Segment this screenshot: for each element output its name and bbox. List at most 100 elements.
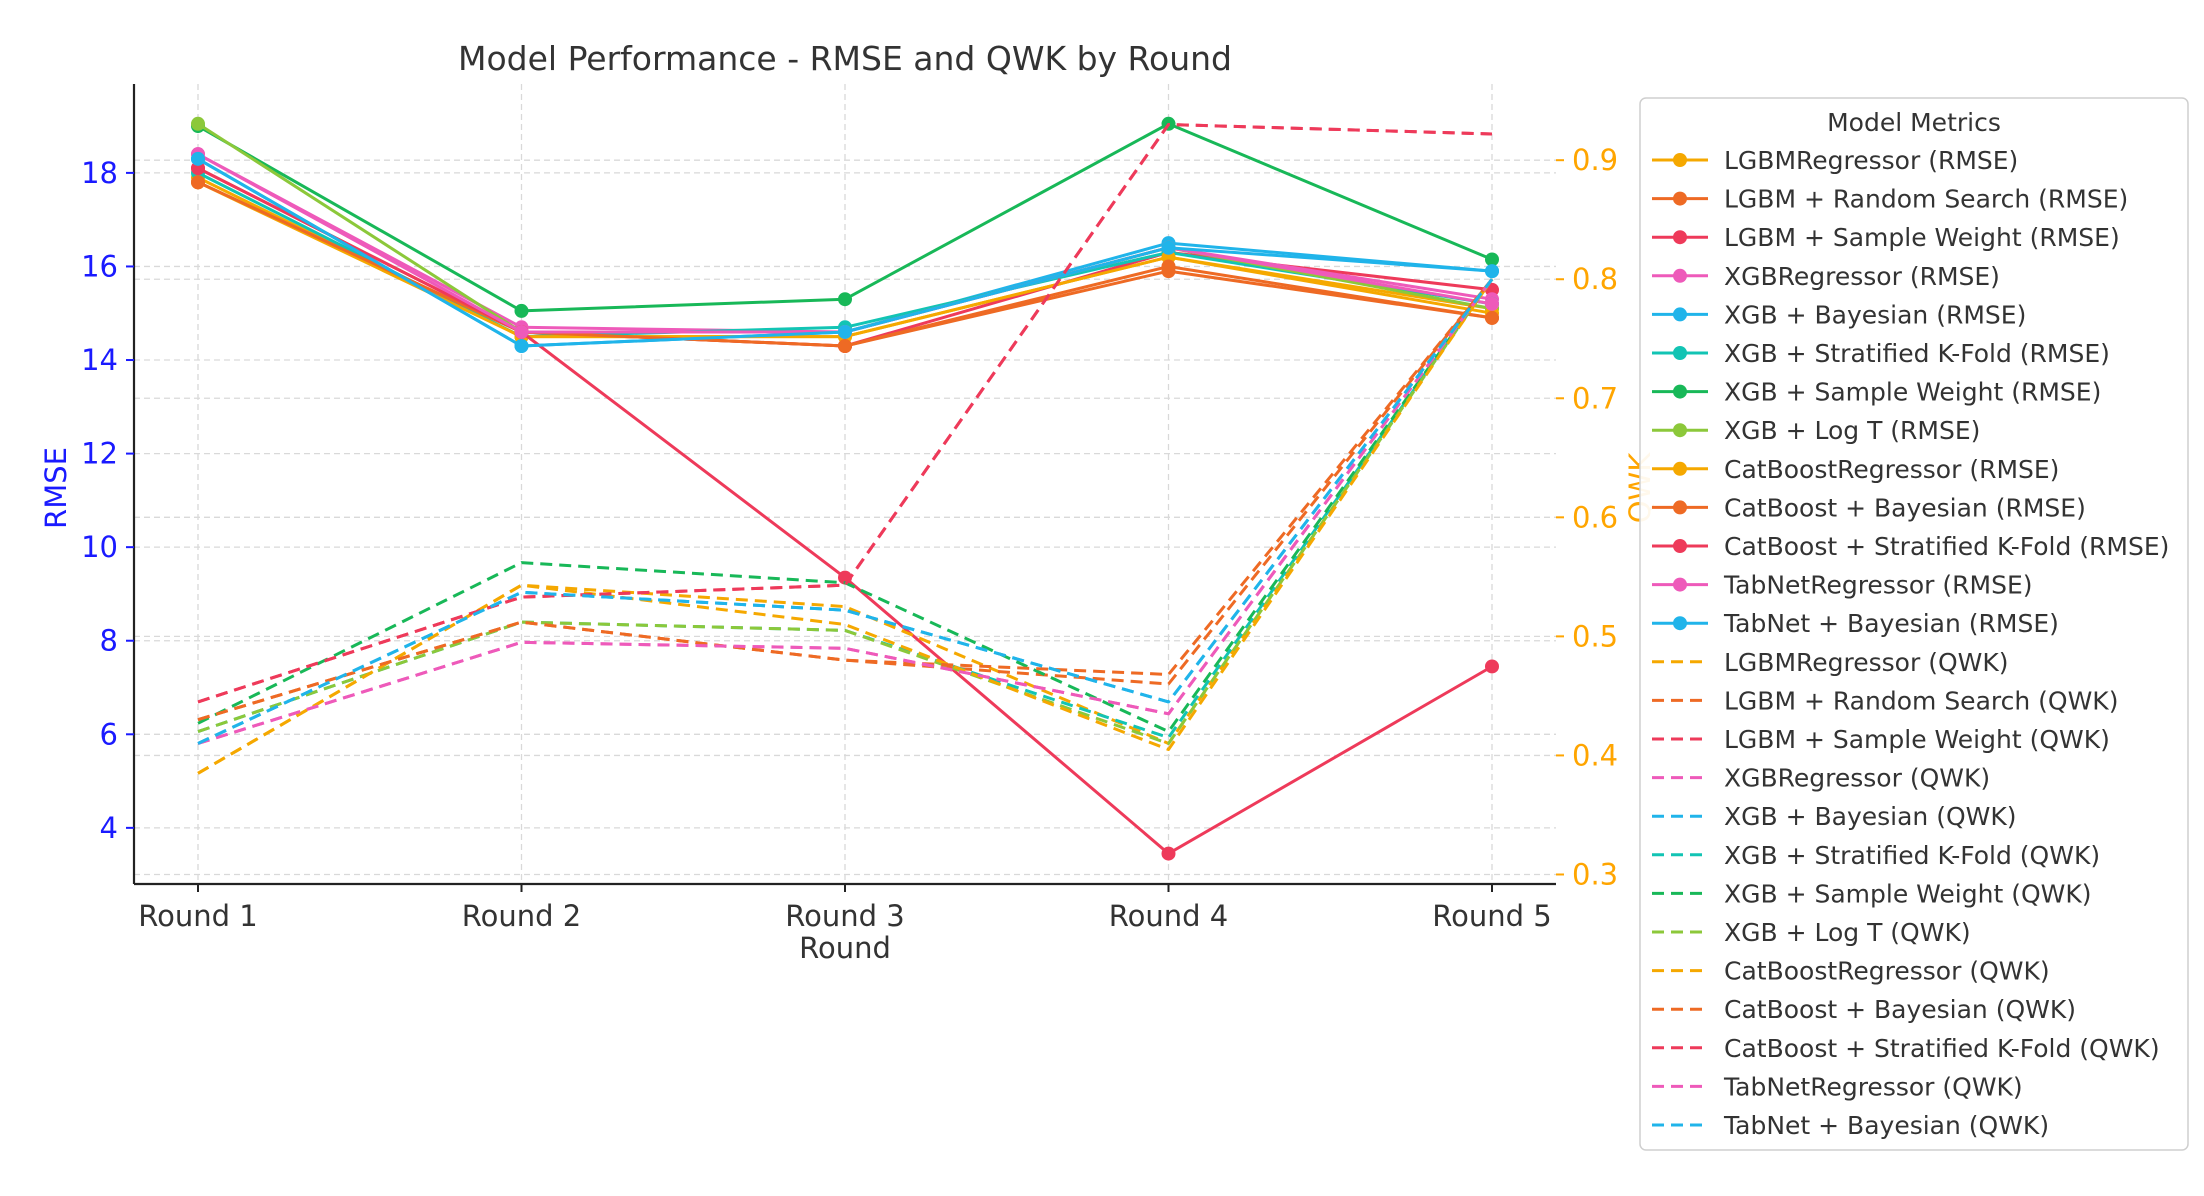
y-tick-label: 6 <box>100 717 118 751</box>
data-point <box>191 175 205 190</box>
series-line <box>197 278 1494 775</box>
data-point <box>1485 296 1499 311</box>
legend-label: XGB + Bayesian (QWK) <box>1724 802 2017 831</box>
legend-label: TabNet + Bayesian (RMSE) <box>1723 609 2059 638</box>
legend-entry: LGBM + Sample Weight (RMSE) <box>1652 223 2120 252</box>
data-point <box>1485 252 1499 267</box>
legend-marker <box>1673 423 1687 438</box>
legend-label: LGBM + Random Search (QWK) <box>1724 686 2118 715</box>
data-point <box>838 324 852 339</box>
legend-entry: XGB + Stratified K-Fold (RMSE) <box>1652 339 2110 368</box>
legend-entry: CatBoostRegressor (RMSE) <box>1652 455 2059 484</box>
grid <box>134 84 1556 884</box>
series-line <box>197 278 1494 745</box>
legend-label: LGBMRegressor (QWK) <box>1724 648 2009 677</box>
legend-entry: TabNetRegressor (QWK) <box>1652 1072 2023 1101</box>
legend-label: CatBoost + Bayesian (RMSE) <box>1724 493 2086 522</box>
series-line <box>197 278 1494 745</box>
legend-label: XGB + Stratified K-Fold (QWK) <box>1724 841 2100 870</box>
legend-entry: XGB + Log T (RMSE) <box>1652 416 1980 445</box>
legend-marker <box>1673 577 1687 592</box>
legend-entry: TabNet + Bayesian (QWK) <box>1652 1111 2049 1140</box>
y2-tick-label: 0.6 <box>1572 500 1618 534</box>
legend-entry: LGBM + Random Search (QWK) <box>1652 686 2118 715</box>
legend-marker <box>1673 384 1687 399</box>
axes: Round 1 Round 2 Round 3 Round 4 Round 5 4 6 8 10… <box>81 84 1618 933</box>
legend-entry: TabNetRegressor (RMSE) <box>1652 571 2033 600</box>
x-axis-label: Round <box>799 931 891 965</box>
legend-label: LGBM + Sample Weight (RMSE) <box>1724 223 2120 252</box>
x-tick-label: Round 1 <box>138 899 257 933</box>
legend-marker <box>1673 461 1687 476</box>
series-line <box>197 123 1493 704</box>
legend-label: XGB + Log T (RMSE) <box>1724 416 1980 445</box>
y2-tick-label: 0.8 <box>1572 262 1618 296</box>
legend-label: XGB + Sample Weight (QWK) <box>1724 879 2092 908</box>
legend-label: CatBoost + Stratified K-Fold (QWK) <box>1724 1034 2160 1063</box>
y-tick-label: 4 <box>100 811 118 845</box>
legend: Model Metrics LGBMRegressor (RMSE) LGBM +… <box>1639 97 2189 1151</box>
legend-label: XGB + Stratified K-Fold (RMSE) <box>1724 339 2110 368</box>
data-point <box>1485 264 1499 279</box>
y2-tick-label: 0.7 <box>1572 381 1618 415</box>
legend-marker <box>1673 616 1687 631</box>
data-point <box>1485 659 1499 674</box>
legend-entry: CatBoost + Stratified K-Fold (RMSE) <box>1652 532 2169 561</box>
data-point <box>1161 240 1176 255</box>
series-group <box>197 278 1494 775</box>
series-group <box>191 151 1499 353</box>
legend-entry: XGB + Sample Weight (QWK) <box>1652 879 2092 908</box>
legend-label: CatBoost + Bayesian (QWK) <box>1724 995 2076 1024</box>
legend-label: TabNetRegressor (RMSE) <box>1723 571 2033 600</box>
y-tick-label: 16 <box>81 249 118 283</box>
legend-marker <box>1673 153 1687 167</box>
legend-entry: TabNet + Bayesian (RMSE) <box>1652 609 2059 638</box>
legend-label: XGBRegressor (QWK) <box>1724 764 1990 793</box>
legend-marker <box>1673 268 1687 283</box>
series-group <box>197 278 1494 722</box>
legend-marker <box>1673 500 1687 515</box>
legend-entry: CatBoostRegressor (QWK) <box>1652 957 2050 986</box>
legend-label: LGBM + Sample Weight (QWK) <box>1724 725 2110 754</box>
data-point <box>838 338 852 353</box>
series-group <box>197 278 1494 745</box>
legend-title: Model Metrics <box>1827 108 2001 137</box>
x-tick-label: Round 2 <box>462 899 581 933</box>
legend-entry: XGB + Sample Weight (RMSE) <box>1652 378 2101 407</box>
series-group <box>197 278 1494 745</box>
legend-label: CatBoost + Stratified K-Fold (RMSE) <box>1724 532 2169 561</box>
data-point <box>514 338 529 353</box>
legend-marker <box>1673 230 1687 245</box>
series-layer <box>191 116 1499 861</box>
legend-entry: CatBoost + Bayesian (QWK) <box>1652 995 2076 1024</box>
legend-entry: XGB + Bayesian (QWK) <box>1652 802 2017 831</box>
legend-entry: LGBMRegressor (RMSE) <box>1652 146 2018 175</box>
legend-marker <box>1673 539 1687 553</box>
legend-label: XGB + Bayesian (RMSE) <box>1724 300 2026 329</box>
y-axis-label: RMSE <box>39 447 73 529</box>
legend-label: CatBoostRegressor (RMSE) <box>1724 455 2059 484</box>
y-tick-label: 12 <box>81 437 118 471</box>
legend-entry: LGBM + Random Search (RMSE) <box>1652 185 2128 214</box>
data-point <box>1161 259 1176 274</box>
y-tick-label: 10 <box>81 530 118 564</box>
y2-tick-label: 0.5 <box>1572 619 1618 653</box>
legend-marker <box>1673 346 1687 360</box>
legend-label: TabNet + Bayesian (QWK) <box>1723 1111 2049 1140</box>
y-tick-label: 8 <box>100 624 118 658</box>
legend-label: LGBMRegressor (RMSE) <box>1724 146 2018 175</box>
data-point <box>191 151 205 166</box>
legend-entry: XGBRegressor (QWK) <box>1652 764 1990 793</box>
legend-entry: XGB + Bayesian (RMSE) <box>1652 300 2026 329</box>
y-tick-label: 14 <box>81 343 118 377</box>
data-point <box>1485 310 1499 325</box>
y-tick-label: 18 <box>81 156 118 190</box>
legend-label: LGBM + Random Search (RMSE) <box>1724 185 2128 214</box>
legend-marker <box>1673 307 1687 322</box>
legend-marker <box>1673 191 1687 206</box>
data-point <box>514 324 529 339</box>
data-point <box>1161 846 1176 861</box>
y2-tick-label: 0.9 <box>1572 143 1618 177</box>
